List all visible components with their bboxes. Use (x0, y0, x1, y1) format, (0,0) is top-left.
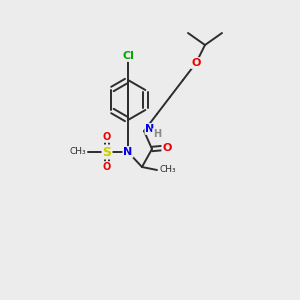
Text: O: O (103, 162, 111, 172)
Text: CH₃: CH₃ (159, 166, 175, 175)
Text: O: O (162, 143, 172, 153)
Text: N: N (146, 124, 154, 134)
Text: CH₃: CH₃ (69, 148, 86, 157)
Text: S: S (103, 146, 112, 158)
Text: N: N (123, 147, 133, 157)
Text: O: O (191, 58, 201, 68)
Text: O: O (103, 132, 111, 142)
Text: H: H (153, 129, 161, 139)
Text: Cl: Cl (122, 51, 134, 61)
